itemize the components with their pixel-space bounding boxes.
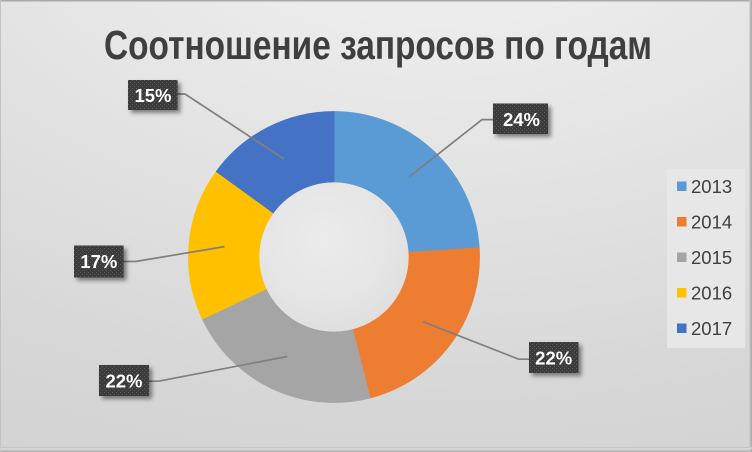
svg-text:22%: 22% <box>535 348 572 369</box>
svg-text:15%: 15% <box>134 85 171 106</box>
svg-text:17%: 17% <box>80 251 117 272</box>
svg-text:24%: 24% <box>503 109 540 130</box>
svg-text:2016: 2016 <box>691 283 732 304</box>
svg-text:22%: 22% <box>105 371 142 392</box>
svg-text:2014: 2014 <box>691 212 732 233</box>
svg-text:2017: 2017 <box>691 318 732 339</box>
svg-text:Соотношение запросов по годам: Соотношение запросов по годам <box>104 22 652 68</box>
svg-text:2013: 2013 <box>691 176 732 197</box>
svg-text:2015: 2015 <box>691 247 732 268</box>
